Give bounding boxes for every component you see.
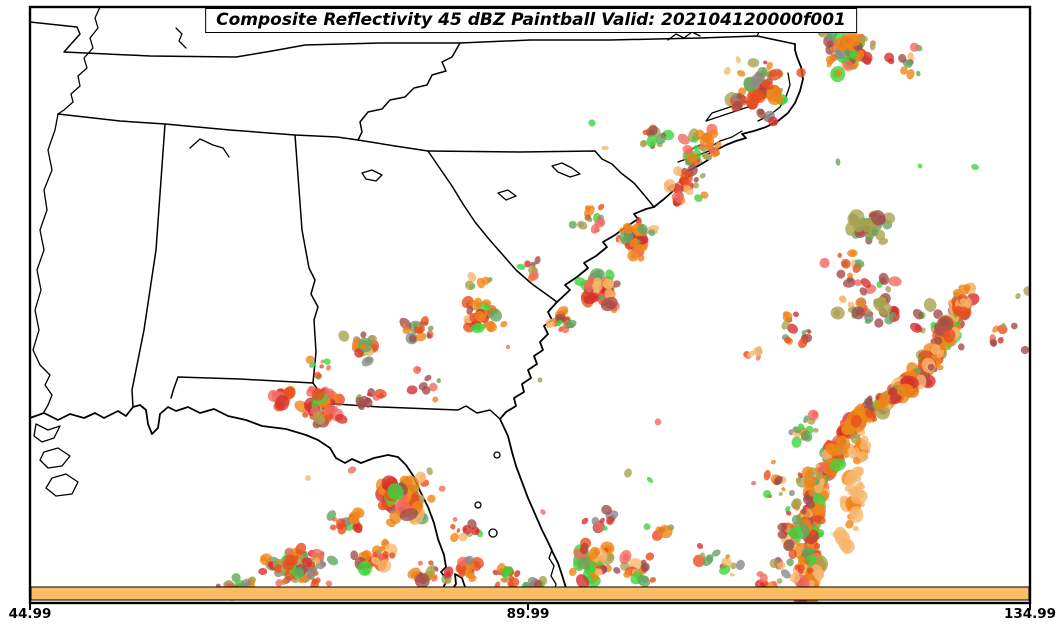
lake-marion: [497, 189, 517, 201]
x-tick-label-left: 44.99: [8, 606, 52, 622]
lake-murray: [551, 162, 581, 178]
colorbar-strip: [30, 586, 1030, 601]
river-segment-north: [175, 27, 187, 49]
x-tick-label-center: 89.99: [506, 606, 550, 622]
border-nc-sc: [427, 150, 655, 208]
border-tn-south: [57, 113, 429, 152]
rivers-lakes: [32, 8, 581, 538]
south-carolina-coast: [556, 206, 655, 303]
la-marsh-3: [45, 473, 79, 497]
gulf-coast: [31, 404, 467, 600]
border-ga-sc-savannah-river: [427, 150, 558, 303]
fl-lake-1: [488, 528, 498, 538]
tennessee-river: [189, 138, 230, 158]
la-marsh-2: [39, 447, 71, 469]
border-tn-nc: [357, 42, 461, 141]
map-frame: [28, 5, 1032, 605]
fl-lake-3: [493, 451, 501, 459]
border-al-ga: [294, 134, 319, 384]
x-tick-label-right: 134.99: [1003, 606, 1057, 622]
border-ms-al: [131, 123, 166, 408]
plot-title: Composite Reflectivity 45 dBZ Paintball …: [205, 8, 857, 33]
florida-east-coast: [499, 418, 569, 600]
la-marsh-1: [33, 423, 61, 443]
indian-river-lagoon: [546, 539, 557, 594]
fl-lake-2: [474, 501, 482, 509]
mississippi-river: [32, 8, 101, 413]
border-al-fl: [170, 376, 314, 399]
norfolk-inlets: [667, 31, 701, 41]
state-borders: [31, 21, 796, 420]
paintball-dots-layer: [210, 8, 1029, 602]
lake-hartwell: [361, 169, 383, 182]
